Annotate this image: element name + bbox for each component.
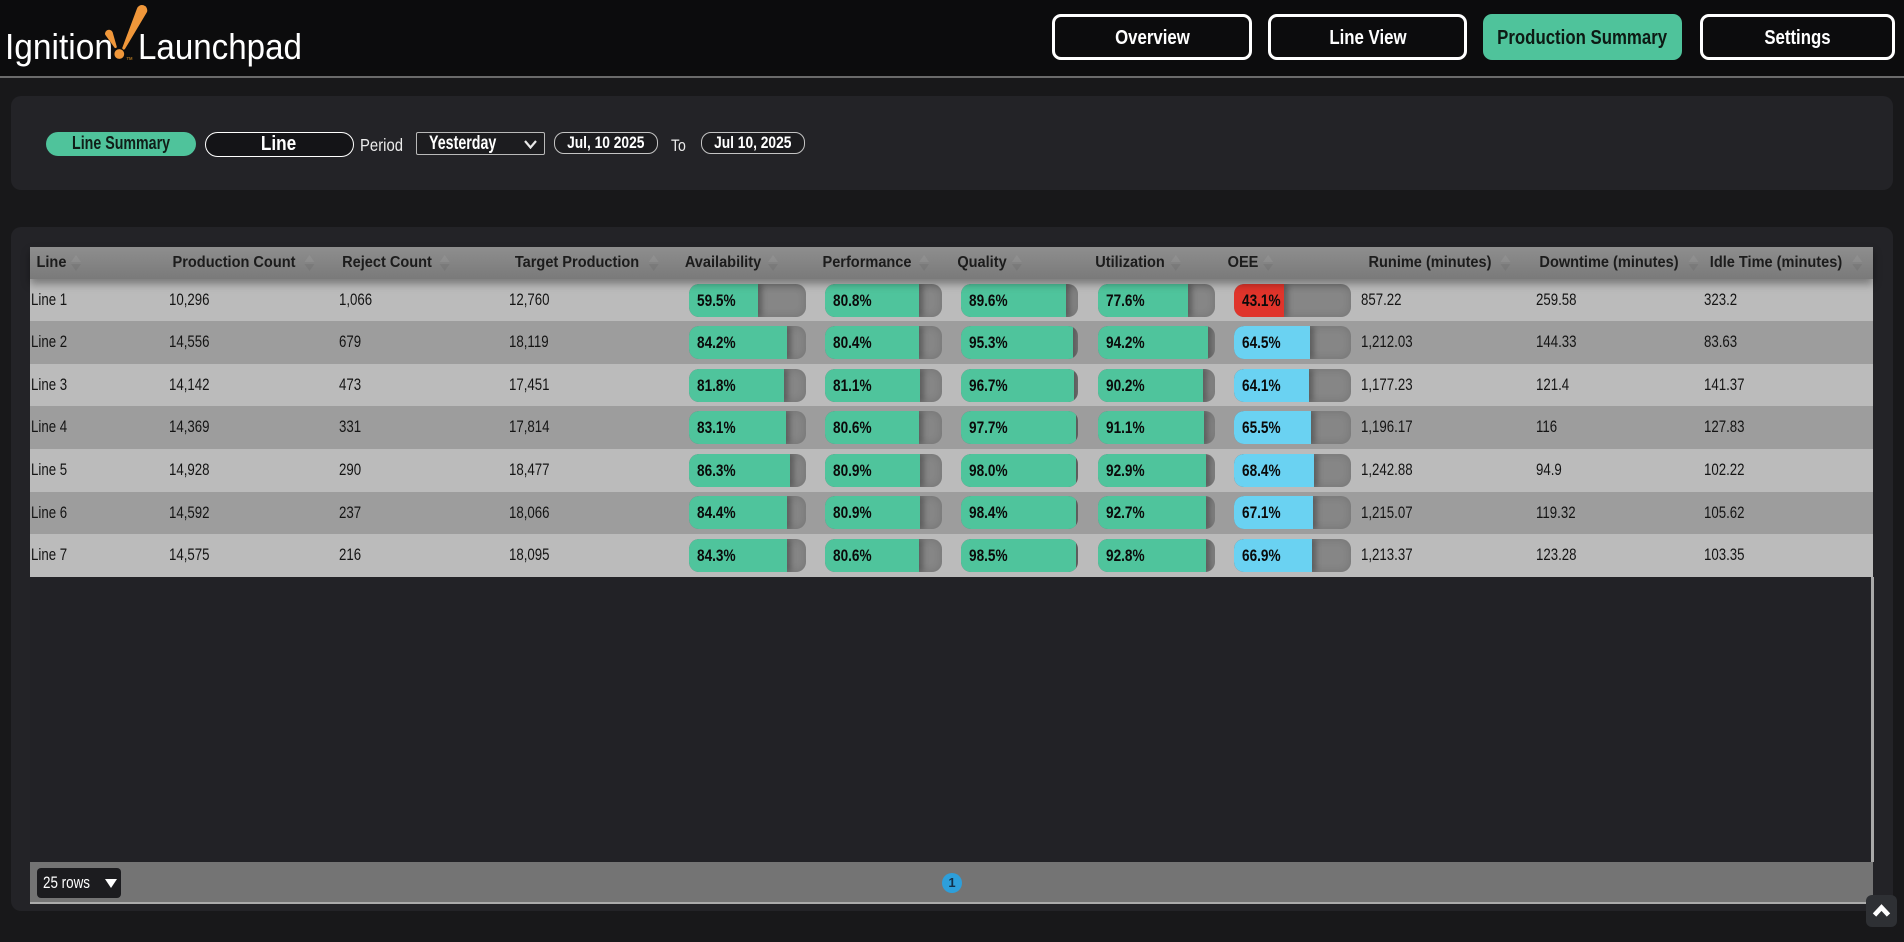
svg-text:TM: TM — [127, 56, 134, 61]
